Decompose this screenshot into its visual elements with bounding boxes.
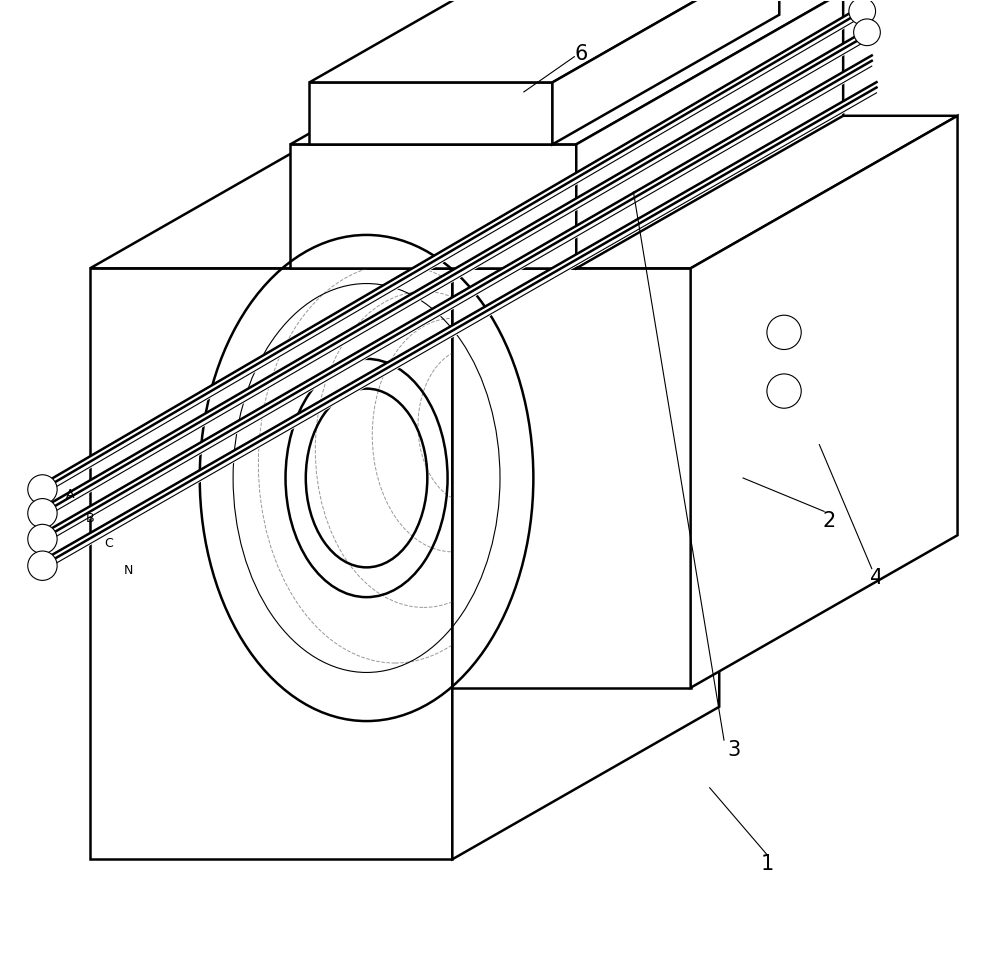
Text: N: N xyxy=(123,564,133,577)
Polygon shape xyxy=(691,116,958,687)
Circle shape xyxy=(767,374,801,408)
Circle shape xyxy=(849,0,876,25)
Polygon shape xyxy=(576,0,843,269)
Circle shape xyxy=(28,551,57,580)
Polygon shape xyxy=(90,269,452,859)
Polygon shape xyxy=(552,0,779,144)
Text: 6: 6 xyxy=(574,44,588,64)
Polygon shape xyxy=(90,116,719,269)
Text: B: B xyxy=(85,511,94,525)
Polygon shape xyxy=(309,82,552,144)
Polygon shape xyxy=(452,269,691,687)
Text: 1: 1 xyxy=(760,854,774,874)
Text: 2: 2 xyxy=(822,511,835,531)
Text: 4: 4 xyxy=(870,568,883,588)
Polygon shape xyxy=(452,116,719,859)
Circle shape xyxy=(28,475,57,504)
Circle shape xyxy=(767,315,801,350)
Text: 3: 3 xyxy=(727,740,740,760)
Circle shape xyxy=(28,524,57,554)
Polygon shape xyxy=(452,116,958,269)
Polygon shape xyxy=(290,0,843,144)
Text: C: C xyxy=(104,537,113,551)
Polygon shape xyxy=(309,0,779,82)
Circle shape xyxy=(28,499,57,528)
Polygon shape xyxy=(290,144,576,269)
Circle shape xyxy=(854,19,880,46)
Text: A: A xyxy=(66,488,75,501)
